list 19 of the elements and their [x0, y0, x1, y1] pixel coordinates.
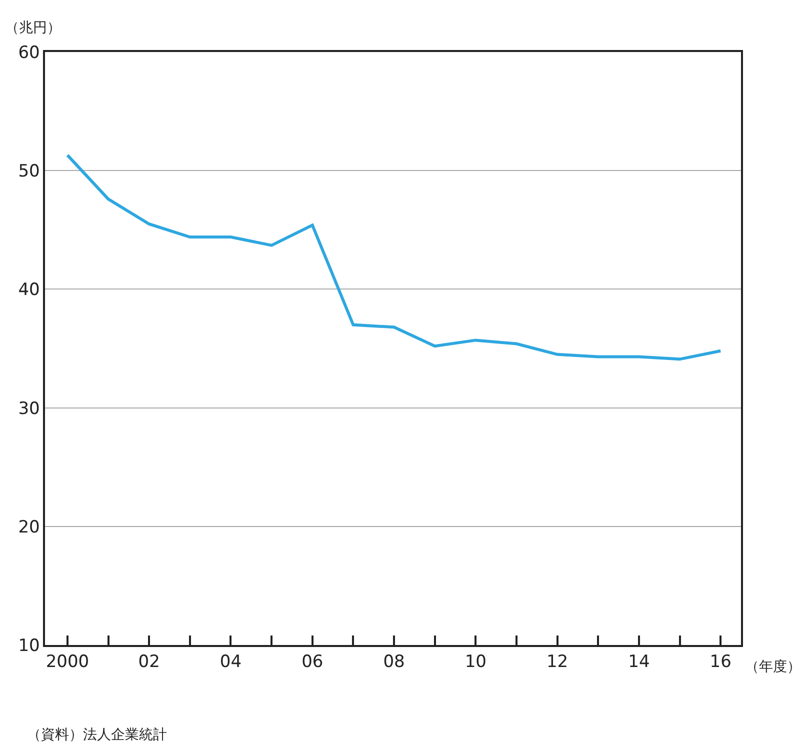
- y-tick-label: 20: [18, 517, 40, 538]
- y-tick-label: 30: [18, 398, 40, 419]
- x-tick-label: 08: [383, 652, 405, 672]
- text: （資料）法人企業統計: [27, 727, 167, 743]
- x-tick-label: 02: [138, 652, 160, 672]
- x-tick-label: 2000: [46, 652, 90, 672]
- x-tick-label: 10: [464, 652, 486, 672]
- x-tick-label: 06: [302, 652, 324, 672]
- x-tick-label: 16: [710, 652, 732, 672]
- line-series: [66, 154, 722, 361]
- y-tick-label: 60: [18, 42, 40, 63]
- y-axis-title: （兆円）: [5, 20, 61, 36]
- y-tick-label: 50: [18, 162, 40, 182]
- y-tick-label: 40: [18, 280, 40, 300]
- x-tick-label: 04: [220, 652, 242, 672]
- x-tick-label: 14: [628, 652, 650, 672]
- x-axis-title: （年度）: [745, 659, 801, 675]
- y-tick-label: 10: [18, 636, 40, 656]
- x-tick-label: 12: [546, 652, 568, 672]
